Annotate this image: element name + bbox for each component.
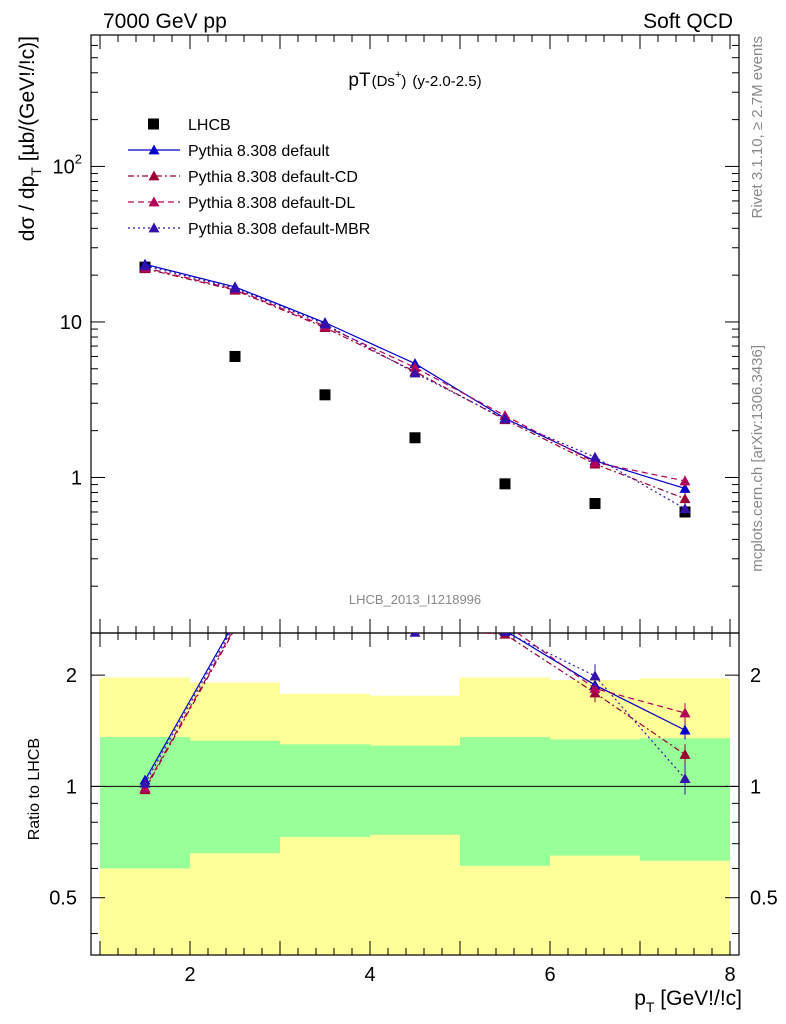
plot-title-main: pT bbox=[348, 70, 371, 91]
legend-label: Pythia 8.308 default-MBR bbox=[188, 221, 370, 238]
legend-label: Pythia 8.308 default-CD bbox=[188, 169, 358, 186]
plot-title-close: ) bbox=[401, 73, 406, 90]
main-y-tick-label: 102 bbox=[53, 151, 82, 178]
plot-title-rest: (y-2.0-2.5) bbox=[412, 73, 481, 90]
data-point bbox=[139, 260, 151, 271]
series-pythia-8-308-default-mbr bbox=[139, 260, 691, 515]
legend-label: LHCB bbox=[188, 117, 231, 134]
x-axis-label: pT [GeV!/!c] bbox=[634, 987, 742, 1015]
series-pythia-8-308-default-mbr bbox=[139, 613, 691, 795]
data-point bbox=[409, 432, 421, 444]
data-point bbox=[679, 707, 691, 718]
data-point bbox=[679, 748, 691, 759]
legend-entry: LHCB bbox=[148, 117, 231, 134]
data-point bbox=[410, 614, 421, 624]
data-point bbox=[148, 222, 160, 233]
ratio-y-tick-label-left: 1 bbox=[66, 776, 77, 798]
data-point bbox=[409, 361, 421, 372]
data-point bbox=[230, 616, 241, 626]
data-point bbox=[230, 618, 241, 628]
data-point bbox=[589, 670, 601, 681]
data-point bbox=[499, 413, 511, 424]
data-point bbox=[409, 633, 421, 634]
axis-tick-labels: 1 10 102 0.5 0.5 1 1 2 2 2 4 6 8 bbox=[49, 151, 778, 986]
data-point bbox=[148, 144, 160, 155]
data-point bbox=[320, 621, 331, 631]
ratio-bands bbox=[91, 677, 739, 955]
legend: LHCB Pythia 8.308 default Pythia 8.308 def… bbox=[128, 117, 370, 238]
x-tick-label: 2 bbox=[184, 964, 195, 986]
data-point bbox=[139, 777, 151, 788]
data-point bbox=[409, 367, 421, 378]
data-point bbox=[230, 621, 241, 631]
data-point bbox=[679, 482, 691, 493]
axis-ticks bbox=[91, 34, 739, 955]
inner-band-bin bbox=[100, 737, 190, 869]
plot-title: pT(Ds+) (y-2.0-2.5) bbox=[348, 69, 481, 91]
data-point bbox=[589, 451, 601, 462]
legend-entry: Pythia 8.308 default-CD bbox=[128, 169, 358, 186]
data-point bbox=[320, 613, 331, 623]
data-point bbox=[679, 493, 691, 504]
legend-label: Pythia 8.308 default-DL bbox=[188, 195, 355, 212]
plot-title-sub: (Ds bbox=[372, 73, 395, 90]
inner-band-bin bbox=[280, 744, 370, 837]
inner-band-bin bbox=[190, 740, 280, 854]
rivet-label: Rivet 3.1.10, ≥ 2.7M events bbox=[749, 36, 766, 219]
data-point bbox=[679, 475, 691, 486]
ratio-y-tick-label-right: 0.5 bbox=[750, 888, 778, 910]
data-point bbox=[679, 503, 691, 514]
data-point bbox=[229, 633, 241, 634]
data-point bbox=[499, 478, 511, 490]
inner-band-bin bbox=[460, 737, 550, 866]
main-y-tick-label: 1 bbox=[71, 467, 82, 489]
ratio-y-axis-label: Ratio to LHCB bbox=[26, 738, 43, 840]
data-point bbox=[409, 633, 421, 637]
data-point bbox=[148, 170, 160, 181]
plot-title-sup: + bbox=[395, 69, 401, 81]
inner-band-bin bbox=[370, 745, 460, 835]
data-point bbox=[319, 389, 331, 401]
x-tick-label: 6 bbox=[544, 964, 555, 986]
legend-label: Pythia 8.308 default bbox=[188, 143, 330, 160]
series-lhcb bbox=[139, 261, 691, 518]
series-pythia-8-308-default-cd bbox=[139, 263, 691, 506]
mcplots-label: mcplots.cern.ch [arXiv:1306.3436] bbox=[749, 345, 766, 572]
main-y-tick-label: 10 bbox=[60, 312, 82, 334]
data-point bbox=[499, 633, 511, 637]
analysis-watermark: LHCB_2013_I1218996 bbox=[349, 592, 481, 607]
inner-band-bin bbox=[550, 739, 640, 856]
data-point bbox=[589, 498, 601, 510]
data-point bbox=[229, 350, 241, 362]
legend-entry: Pythia 8.308 default-MBR bbox=[128, 221, 370, 238]
ratio-y-tick-label-right: 2 bbox=[750, 665, 761, 687]
data-point bbox=[320, 609, 331, 619]
ratio-y-tick-label-left: 2 bbox=[66, 665, 77, 687]
data-point bbox=[679, 773, 691, 783]
legend-entry: Pythia 8.308 default-DL bbox=[128, 195, 355, 212]
main-y-axis-label: dσ / dpT [µb/(GeV!/!c)] bbox=[16, 36, 44, 241]
header-left: 7000 GeV pp bbox=[103, 10, 227, 33]
data-point bbox=[320, 618, 331, 628]
data-point bbox=[679, 724, 691, 735]
data-point bbox=[500, 618, 511, 628]
data-point bbox=[319, 318, 331, 329]
outer-band-bin bbox=[370, 695, 460, 955]
ratio-y-tick-label-right: 1 bbox=[750, 776, 761, 798]
data-point bbox=[148, 196, 160, 207]
outer-band-bin bbox=[280, 693, 370, 955]
x-tick-label: 4 bbox=[364, 964, 375, 986]
data-point bbox=[229, 282, 241, 293]
data-point bbox=[589, 456, 601, 467]
x-tick-label: 8 bbox=[724, 964, 735, 986]
legend-entry: Pythia 8.308 default bbox=[128, 143, 330, 160]
legend-marker bbox=[148, 118, 159, 130]
series-line bbox=[144, 265, 686, 510]
ratio-y-tick-label-left: 0.5 bbox=[49, 888, 77, 910]
ratio-series bbox=[139, 609, 691, 795]
header-right: Soft QCD bbox=[643, 10, 733, 33]
main-series bbox=[139, 258, 691, 518]
